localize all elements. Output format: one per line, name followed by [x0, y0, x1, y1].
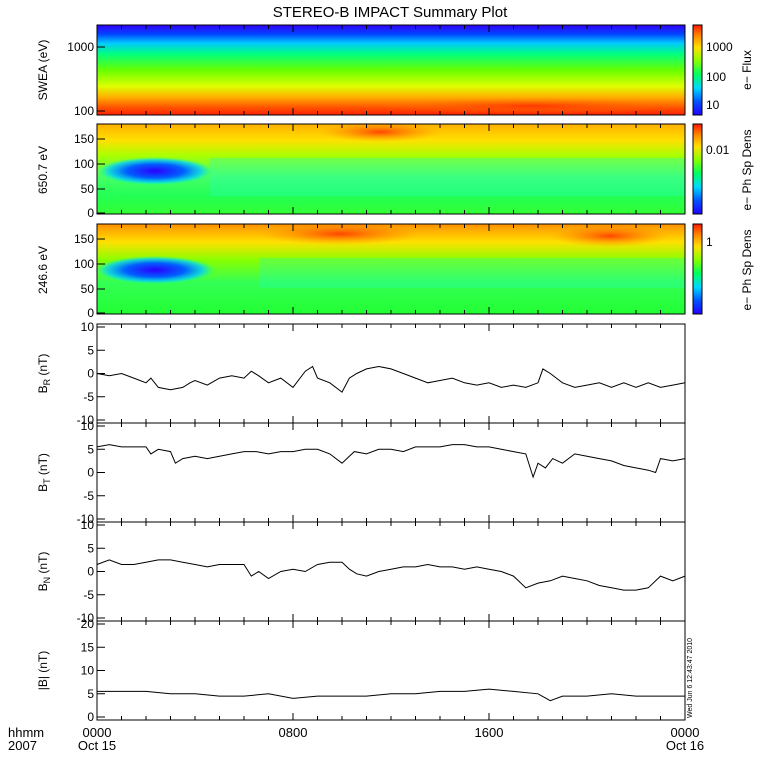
time-axis-tick-date: Oct 15 [78, 738, 116, 753]
pa246-ytick-0: 0 [87, 306, 94, 320]
pa246-spectrogram-orange-patch-1 [260, 223, 420, 245]
ytick-label: 5 [87, 442, 94, 456]
swea-spectrogram-panel: 1000 100 SWEA (eV) 1000 100 10 e− Flux [36, 24, 754, 118]
swea-colorbar-tick-10: 10 [706, 98, 720, 112]
line-panel-ylabel: |B| (nT) [36, 651, 50, 691]
pa246-ytick-100: 100 [74, 257, 94, 271]
time-axis-tick-time: 0800 [279, 725, 308, 740]
ytick-label: 0 [87, 466, 94, 480]
ytick-label: -10 [77, 413, 95, 427]
series-line [96, 365, 686, 393]
pa650-ytick-50: 50 [81, 182, 95, 196]
pa650-spectrogram-mid-band [210, 158, 685, 196]
pa246-spectrogram-mid-band [260, 258, 685, 288]
line-panel-0: 10 5 0 -5 -10 BR (nT) [36, 320, 686, 427]
pa650-colorbar-tick: 0.01 [706, 143, 730, 157]
ytick-label: -5 [83, 588, 94, 602]
swea-ytick-100: 100 [74, 104, 94, 118]
pa246-spectrogram-orange-patch-2 [550, 225, 670, 247]
pa246-ytick-50: 50 [81, 282, 95, 296]
line-panel-frame [96, 521, 686, 622]
pa246-colorbar [692, 223, 703, 315]
time-axis-row2-label: 2007 [8, 738, 37, 753]
pa650-spectrogram-orange-patch [320, 122, 440, 142]
line-panel-ylabel: BN (nT) [36, 552, 52, 592]
pa246-colorbar-tick: 1 [706, 235, 713, 249]
ytick-label: -10 [77, 611, 95, 625]
ytick-label: 20 [81, 617, 95, 631]
pa650-spectrogram-yticks: 150 100 50 0 [74, 132, 105, 220]
pa246-spectrogram-blue-blob [95, 256, 215, 284]
series-line [96, 559, 686, 591]
ytick-label: -5 [83, 390, 94, 404]
timestamp: Wed Jun 6 12:43:47 2010 [687, 638, 694, 718]
swea-ytick-1000: 1000 [67, 40, 94, 54]
series-line [96, 444, 686, 479]
ytick-label: 10 [81, 664, 95, 678]
pa246-ytick-150: 150 [74, 232, 94, 246]
ytick-label: -5 [83, 489, 94, 503]
swea-colorbar [692, 24, 703, 116]
ytick-label: 15 [81, 640, 95, 654]
swea-ylabel: SWEA (eV) [36, 40, 50, 101]
line-panel-3: 20 15 10 5 0 |B| (nT) [36, 617, 686, 724]
series-line [97, 688, 685, 702]
pa650-ytick-0: 0 [87, 206, 94, 220]
ytick-label: -10 [77, 512, 95, 526]
pa650-ylabel: 650.7 eV [36, 146, 50, 194]
pa650-spectrogram-blue-blob [97, 157, 213, 185]
line-panel-frame [96, 422, 686, 523]
time-axis-tick-time: 0000 [83, 725, 112, 740]
pa246-spectrogram-yticks: 150 100 50 0 [74, 232, 105, 320]
ytick-label: 10 [81, 419, 95, 433]
ytick-label: 5 [87, 343, 94, 357]
swea-colorbar-label: e− Flux [740, 50, 754, 90]
ytick-label: 5 [87, 687, 94, 701]
pa650-spectrogram-panel: 150 100 50 0 650.7 eV 0.01 e− Ph Sp Dens [36, 122, 754, 220]
time-axis-tick-time: 1600 [475, 725, 504, 740]
line-panel-ylabel: BR (nT) [36, 354, 52, 394]
time-axis-row1-label: hhmm [8, 725, 44, 740]
swea-spectrogram-red-band [380, 98, 685, 114]
ytick-label: 0 [87, 367, 94, 381]
line-panel-ylabel: BT (nT) [36, 453, 52, 492]
ytick-label: 0 [87, 565, 94, 579]
ytick-label: 10 [81, 518, 95, 532]
ytick-label: 5 [87, 541, 94, 555]
figure-title: STEREO-B IMPACT Summary Plot [273, 4, 508, 21]
ytick-label: 10 [81, 320, 95, 334]
pa650-ytick-100: 100 [74, 157, 94, 171]
pa246-colorbar-label: e− Ph Sp Dens [740, 229, 754, 310]
line-panel-2: 10 5 0 -5 -10 BN (nT) [36, 518, 686, 625]
pa650-colorbar-label: e− Ph Sp Dens [740, 129, 754, 210]
swea-colorbar-tick-1000: 1000 [706, 40, 733, 54]
swea-colorbar-tick-100: 100 [706, 70, 726, 84]
line-panel-1: 10 5 0 -5 -10 BT (nT) [36, 419, 686, 526]
ytick-label: 0 [87, 710, 94, 724]
pa246-spectrogram-panel: 150 100 50 0 246.6 eV 1 e− Ph Sp Dens [36, 223, 754, 320]
pa650-ytick-150: 150 [74, 132, 94, 146]
time-axis-tick-time: 0000 [671, 725, 700, 740]
pa650-colorbar [692, 123, 703, 215]
pa246-ylabel: 246.6 eV [36, 246, 50, 294]
line-panel-frame [96, 323, 686, 424]
line-panel-frame [96, 620, 686, 721]
time-axis-tick-date: Oct 16 [666, 738, 704, 753]
swea-spectrogram-yticks: 1000 100 [67, 40, 105, 118]
